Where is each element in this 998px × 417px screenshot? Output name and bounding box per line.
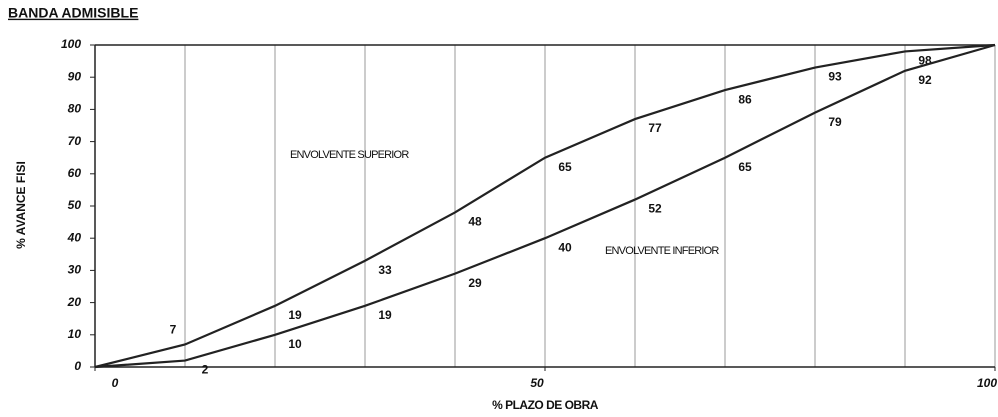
y-tick-label: 20 [67, 295, 82, 309]
y-tick-label: 30 [68, 263, 82, 277]
x-tick-label: 50 [530, 376, 544, 390]
data-label: 65 [738, 160, 752, 174]
y-tick-label: 70 [68, 134, 82, 148]
data-label: 33 [378, 263, 392, 277]
data-label: 48 [468, 215, 482, 229]
y-tick-label: 80 [68, 102, 82, 116]
data-label: 52 [648, 202, 662, 216]
x-axis-label: % PLAZO DE OBRA [492, 398, 599, 412]
data-label: 65 [558, 160, 572, 174]
y-tick-label: 40 [67, 230, 82, 244]
y-tick-label: 60 [68, 166, 82, 180]
data-label: 40 [558, 240, 572, 254]
data-label: 19 [288, 308, 302, 322]
data-label: 10 [288, 337, 302, 351]
y-tick-label: 90 [68, 69, 82, 83]
series-label: ENVOLVENTE INFERIOR [605, 245, 719, 257]
data-label: 93 [828, 70, 842, 84]
chart-title: BANDA ADMISIBLE [8, 5, 138, 21]
data-label: 86 [738, 92, 752, 106]
line-series [94, 43, 996, 369]
y-axis-label: % AVANCE FISI [14, 161, 28, 249]
y-tick-label: 50 [68, 198, 82, 212]
y-tick-label: 10 [68, 327, 82, 341]
data-label: 7 [170, 323, 177, 337]
x-tick-label: 0 [112, 376, 119, 390]
data-label: 29 [468, 276, 482, 290]
data-label: 92 [918, 73, 932, 87]
line-series [94, 43, 996, 369]
y-tick-label: 0 [74, 359, 81, 373]
data-label: 19 [378, 308, 392, 322]
data-label: 77 [648, 121, 662, 135]
y-tick-label: 100 [61, 37, 81, 51]
data-label: 79 [828, 115, 842, 129]
series-label: ENVOLVENTE SUPERIOR [290, 149, 409, 161]
x-tick-label: 100 [977, 376, 997, 390]
data-label: 2 [202, 363, 209, 377]
